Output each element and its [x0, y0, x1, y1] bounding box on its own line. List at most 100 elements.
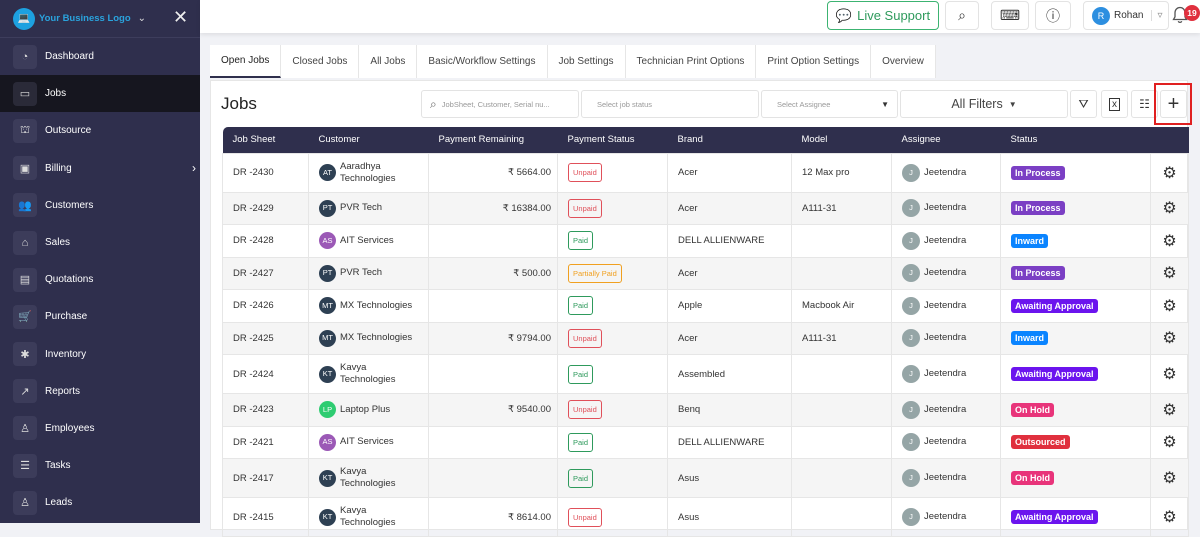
user-menu[interactable]: R Rohan ▿: [1083, 1, 1169, 30]
job-sheet[interactable]: DR -2423: [222, 393, 309, 427]
customer-avatar: PT: [319, 264, 336, 282]
tab-open-jobs[interactable]: Open Jobs: [210, 45, 282, 78]
sidebar-nav: ◔ Dashboard ▭ Jobs ⛫ Outsource ▣ Billing › 👥 Custo…: [0, 38, 200, 521]
row-settings-button[interactable]: ⚙: [1150, 289, 1189, 323]
sidebar-item-label: Purchase: [45, 311, 88, 323]
assignee-select[interactable]: Select Assignee ▼: [761, 90, 898, 118]
help-icon: ⓘ: [1046, 7, 1060, 24]
column-header[interactable]: Payment Status: [557, 127, 668, 153]
export-excel-button[interactable]: x: [1101, 90, 1128, 118]
keyboard-button[interactable]: ⌨: [991, 1, 1029, 30]
row-settings-button[interactable]: ⚙: [1150, 497, 1189, 537]
sales-icon: ⌂: [13, 230, 37, 255]
table-row[interactable]: DR -2428 AS AIT Services Paid DELL ALLIEN…: [222, 224, 1189, 258]
table-row[interactable]: DR -2424 KT Kavya Technologies Paid Assem…: [222, 354, 1189, 394]
sidebar-item-leads[interactable]: ♙ Leads: [0, 484, 200, 521]
search-input[interactable]: ⌕ JobSheet, Customer, Serial nu...: [421, 90, 579, 118]
column-header[interactable]: Model: [791, 127, 892, 153]
tab-closed-jobs[interactable]: Closed Jobs: [281, 45, 360, 78]
tab-all-jobs[interactable]: All Jobs: [359, 45, 418, 78]
sidebar-item-inventory[interactable]: ✱ Inventory: [0, 336, 200, 373]
row-settings-button[interactable]: ⚙: [1150, 321, 1189, 355]
job-sheet[interactable]: DR -2425: [222, 321, 309, 355]
status-cell: In Process: [1000, 191, 1151, 225]
sidebar-item-tasks[interactable]: ☰ Tasks: [0, 447, 200, 484]
table-row[interactable]: DR -2430 AT Aaradhya Technologies ₹ 5664.…: [222, 152, 1189, 193]
row-settings-button[interactable]: ⚙: [1150, 393, 1189, 427]
row-settings-button[interactable]: ⚙: [1150, 191, 1189, 225]
row-settings-button[interactable]: ⚙: [1150, 354, 1189, 394]
column-header[interactable]: Assignee: [891, 127, 1001, 153]
job-status-select[interactable]: Select job status: [581, 90, 759, 118]
table-row[interactable]: DR -2429 PT PVR Tech ₹ 16384.00 Unpaid Ac…: [222, 191, 1189, 225]
sidebar-item-jobs[interactable]: ▭ Jobs: [0, 75, 200, 113]
chevron-down-icon[interactable]: ⌄: [137, 13, 147, 24]
row-settings-button[interactable]: ⚙: [1150, 458, 1189, 498]
column-header[interactable]: Payment Remaining: [428, 127, 558, 153]
tab-overview[interactable]: Overview: [871, 45, 936, 78]
sidebar-item-label: Dashboard: [45, 51, 94, 63]
job-sheet[interactable]: DR -2424: [222, 354, 309, 394]
sidebar-item-outsource[interactable]: ⛫ Outsource: [0, 112, 200, 149]
user-name: Rohan: [1114, 10, 1144, 21]
job-sheet[interactable]: DR -2426: [222, 289, 309, 323]
job-sheet[interactable]: DR -2429: [222, 191, 309, 225]
table-row[interactable]: DR -2417 KT Kavya Technologies Paid Asus …: [222, 458, 1189, 498]
job-sheet[interactable]: DR -2417: [222, 458, 309, 498]
tab-technician-print-options[interactable]: Technician Print Options: [626, 45, 757, 78]
column-header[interactable]: Customer: [308, 127, 429, 153]
model: [791, 393, 892, 427]
job-sheet[interactable]: DR -2430: [222, 152, 309, 193]
sidebar-item-quotations[interactable]: ▤ Quotations: [0, 261, 200, 298]
table-row[interactable]: DR -2426 MT MX Technologies Paid Apple Ma…: [222, 289, 1189, 323]
customer-name: MX Technologies: [340, 299, 413, 311]
bell-icon[interactable]: [1172, 6, 1188, 24]
row-settings-button[interactable]: ⚙: [1150, 152, 1189, 193]
job-sheet[interactable]: DR -2415: [222, 497, 309, 537]
tasks-icon: ☰: [13, 453, 37, 478]
table-row[interactable]: DR -2427 PT PVR Tech ₹ 500.00 Partially P…: [222, 256, 1189, 290]
add-job-button[interactable]: +: [1160, 90, 1187, 118]
customer-cell: KT Kavya Technologies: [308, 497, 429, 537]
column-header[interactable]: Status: [1000, 127, 1151, 153]
sidebar-item-label: Sales: [45, 237, 71, 249]
table-row[interactable]: DR -2423 LP Laptop Plus ₹ 9540.00 Unpaid …: [222, 393, 1189, 427]
table-row[interactable]: DR -2421 AS AIT Services Paid DELL ALLIEN…: [222, 425, 1189, 459]
excel-icon: x: [1109, 97, 1120, 111]
assignee-avatar: J: [902, 508, 920, 526]
close-icon[interactable]: ✕: [173, 7, 189, 27]
help-button[interactable]: ⓘ: [1035, 1, 1071, 30]
all-filters-dropdown[interactable]: All Filters ▼: [900, 90, 1068, 118]
column-header[interactable]: Brand: [667, 127, 792, 153]
table-row[interactable]: DR -2425 MT MX Technologies ₹ 9794.00 Unp…: [222, 321, 1189, 355]
sidebar-item-billing[interactable]: ▣ Billing ›: [0, 150, 200, 187]
sidebar-item-dashboard[interactable]: ◔ Dashboard: [0, 38, 200, 75]
status-badge: In Process: [1011, 165, 1065, 180]
live-support-button[interactable]: 💬 Live Support: [827, 1, 939, 30]
row-settings-button[interactable]: ⚙: [1150, 425, 1189, 459]
clear-filter-button[interactable]: ⛛: [1070, 90, 1097, 118]
logo-icon: 💻: [13, 7, 35, 30]
sidebar-item-customers[interactable]: 👥 Customers: [0, 187, 200, 224]
sidebar-item-reports[interactable]: ↗ Reports: [0, 373, 200, 410]
sidebar-item-employees[interactable]: ♙ Employees: [0, 410, 200, 447]
row-settings-button[interactable]: ⚙: [1150, 256, 1189, 290]
table-row[interactable]: DR -2415 KT Kavya Technologies ₹ 8614.00 …: [222, 497, 1189, 537]
columns-button[interactable]: ☷: [1131, 90, 1158, 118]
tab-job-settings[interactable]: Job Settings: [548, 45, 626, 78]
tab-basic-workflow-settings[interactable]: Basic/Workflow Settings: [417, 45, 548, 78]
caret-down-icon[interactable]: ▿: [1151, 10, 1163, 21]
column-header[interactable]: Job Sheet: [222, 127, 309, 153]
job-sheet[interactable]: DR -2427: [222, 256, 309, 290]
sidebar-item-sales[interactable]: ⌂ Sales: [0, 224, 200, 261]
search-button[interactable]: ⌕: [945, 1, 979, 30]
assignee-avatar: J: [902, 433, 920, 452]
job-sheet[interactable]: DR -2421: [222, 425, 309, 459]
model: [791, 354, 892, 394]
tab-print-option-settings[interactable]: Print Option Settings: [756, 45, 872, 78]
sidebar-item-purchase[interactable]: 🛒 Purchase: [0, 298, 200, 335]
row-settings-button[interactable]: ⚙: [1150, 224, 1189, 258]
job-sheet[interactable]: DR -2428: [222, 224, 309, 258]
keyboard-icon: ⌨: [999, 7, 1021, 23]
sidebar-item-label: Customers: [45, 199, 94, 211]
